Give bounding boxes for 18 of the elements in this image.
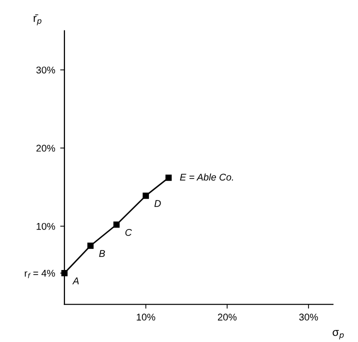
point xyxy=(142,192,149,199)
annotation: E = Able Co. xyxy=(180,173,233,181)
y-axis-title: r̄$_{p}$ xyxy=(34,14,42,26)
annotation: B xyxy=(99,250,105,257)
point xyxy=(165,174,172,181)
y-tick-label: 20% xyxy=(36,144,56,152)
x-tick-label: 20% xyxy=(218,314,237,321)
annotation: A xyxy=(72,278,79,284)
x-axis-title: σ$_{p}$ xyxy=(332,330,344,340)
y-tick-label: r$_{f}$ = 4% xyxy=(24,270,55,278)
annotation: C xyxy=(125,228,132,236)
y-tick-label: 30% xyxy=(36,66,56,74)
point xyxy=(113,222,120,228)
y-tick-label: 10% xyxy=(36,222,56,230)
x-tick-label: 30% xyxy=(299,314,318,321)
annotation: D xyxy=(154,200,161,207)
x-tick-label: 10% xyxy=(136,314,156,321)
point xyxy=(87,242,94,249)
